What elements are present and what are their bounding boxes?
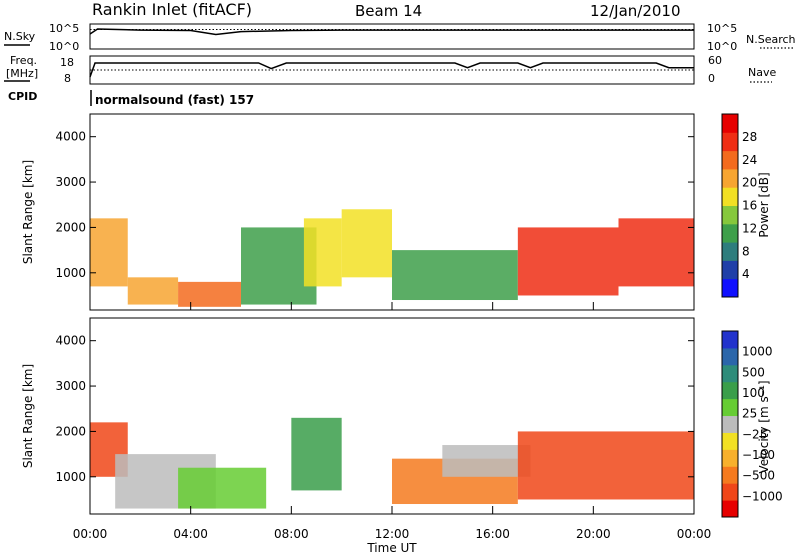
velocity-cbar-tick-5: −100 xyxy=(742,448,775,462)
power-region-8 xyxy=(618,218,694,287)
velocity-cbar-swatch-8 xyxy=(722,364,738,383)
power-colorbar: 4 8 12 16 20 24 28 xyxy=(721,113,757,298)
power-region-4 xyxy=(303,218,342,287)
xtick-label-2: 08:00 xyxy=(274,527,309,541)
nave-tick-low: 0 xyxy=(708,72,715,85)
cpid-label: CPID xyxy=(8,90,37,103)
power-cbar-tick-6: 28 xyxy=(742,130,757,144)
nave-tick-high: 60 xyxy=(708,54,722,67)
power-cbar-tick-5: 24 xyxy=(742,153,757,167)
power-cbar-swatch-9 xyxy=(722,114,738,133)
freq-series-line xyxy=(89,62,694,78)
power-cbar-tick-1: 8 xyxy=(742,244,750,258)
power-cbar-swatch-6 xyxy=(722,168,738,188)
power-cbar-tick-2: 12 xyxy=(742,221,757,235)
velocity-ytick-label-1: 2000 xyxy=(55,424,86,438)
power-region-2 xyxy=(178,281,241,307)
velocity-cbar-swatch-2 xyxy=(722,466,738,484)
velocity-region-2 xyxy=(178,467,267,509)
velocity-panel: 1000 2000 3000 4000 Slant Range [km] xyxy=(21,317,695,515)
power-cbar-swatch-0 xyxy=(722,278,738,298)
xtick-label-5: 20:00 xyxy=(576,527,611,541)
velocity-cbar-swatch-0 xyxy=(722,500,738,518)
power-cbar-tick-3: 16 xyxy=(742,199,757,213)
velocity-cbar-swatch-3 xyxy=(722,449,738,467)
velocity-region-5 xyxy=(442,445,531,477)
velocity-cbar-swatch-10 xyxy=(722,331,738,349)
velocity-cbar-tick-4: −25 xyxy=(742,427,767,441)
power-cbar-swatch-8 xyxy=(722,132,738,152)
velocity-cbar-swatch-9 xyxy=(722,347,738,366)
power-region-1 xyxy=(127,277,179,305)
power-ytick-label-2: 3000 xyxy=(55,175,86,189)
velocity-y-axis-label: Slant Range [km] xyxy=(21,364,35,468)
velocity-cbar-tick-1: 500 xyxy=(742,365,765,379)
freq-tick-high: 18 xyxy=(60,56,74,69)
noise-tick-low-left: 10^0 xyxy=(49,40,79,53)
velocity-colorbar: 1000 500 100 25 −25 −100 −500 −1000 xyxy=(721,330,783,518)
velocity-cbar-swatch-6 xyxy=(722,398,738,417)
power-panel: 1000 2000 3000 4000 Slant Range [km] xyxy=(21,113,695,311)
velocity-cbar-frame xyxy=(721,330,739,518)
xtick-label-6: 00:00 xyxy=(677,527,712,541)
power-cbar-swatch-1 xyxy=(722,260,738,280)
velocity-region-3 xyxy=(291,417,342,491)
power-region-7 xyxy=(517,227,619,296)
freq-panel: Freq. [MHz] 18 8 60 0 Nave xyxy=(4,54,776,85)
cpid-panel: CPID normalsound (fast) 157 xyxy=(8,90,254,107)
velocity-cbar-swatch-1 xyxy=(722,483,738,501)
velocity-colorbar-label: Velocity [m s⁻¹] xyxy=(757,380,771,473)
velocity-ytick-label-2: 3000 xyxy=(55,379,86,393)
velocity-ytick-label-0: 1000 xyxy=(55,470,86,484)
noise-tick-high-left: 10^5 xyxy=(49,22,79,35)
power-colorbar-label: Power [dB] xyxy=(757,172,771,237)
xtick-label-1: 04:00 xyxy=(173,527,208,541)
power-cbar-swatch-7 xyxy=(722,150,738,170)
beam-title: Beam 14 xyxy=(355,2,422,20)
power-ytick-label-1: 2000 xyxy=(55,220,86,234)
radar-title: Rankin Inlet (fitACF) xyxy=(92,0,252,19)
power-y-axis-label: Slant Range [km] xyxy=(21,160,35,264)
velocity-region-6 xyxy=(517,431,694,500)
xtick-label-3: 12:00 xyxy=(375,527,410,541)
velocity-cbar-swatch-5 xyxy=(722,415,738,433)
xtick-label-0: 00:00 xyxy=(73,527,108,541)
velocity-cbar-swatch-4 xyxy=(722,432,738,450)
velocity-cbar-swatch-7 xyxy=(722,381,738,400)
power-cbar-frame xyxy=(721,113,739,298)
power-ytick-label-0: 1000 xyxy=(55,266,86,280)
velocity-ytick-label-3: 4000 xyxy=(55,334,86,348)
freq-tick-low: 8 xyxy=(64,72,71,85)
power-ytick-label-3: 4000 xyxy=(55,130,86,144)
velocity-cbar-tick-6: −500 xyxy=(742,469,775,483)
noise-panel: N.Sky 10^5 10^0 10^5 10^0 N.Search xyxy=(4,22,796,53)
power-region-6 xyxy=(392,250,518,301)
date-title: 12/Jan/2010 xyxy=(590,2,681,20)
power-region-0 xyxy=(90,218,128,287)
power-cbar-swatch-4 xyxy=(722,205,738,225)
freq-label: Freq. xyxy=(10,54,37,67)
power-cbar-tick-4: 20 xyxy=(742,176,757,190)
velocity-cbar-tick-3: 25 xyxy=(742,407,757,421)
xtick-label-4: 16:00 xyxy=(475,527,510,541)
power-cbar-swatch-2 xyxy=(722,242,738,261)
noise-tick-low-right: 10^0 xyxy=(707,40,737,53)
nsearch-label: N.Search xyxy=(746,33,796,46)
x-axis-label: Time UT xyxy=(366,541,417,554)
nave-label: Nave xyxy=(748,66,776,79)
power-cbar-swatch-5 xyxy=(722,187,738,206)
nsky-label: N.Sky xyxy=(4,30,36,43)
velocity-cbar-tick-2: 100 xyxy=(742,386,765,400)
nsky-series-line xyxy=(89,28,694,36)
noise-tick-high-right: 10^5 xyxy=(707,22,737,35)
velocity-cbar-tick-7: −1000 xyxy=(742,489,783,503)
power-cbar-tick-0: 4 xyxy=(742,267,750,281)
cpid-text: normalsound (fast) 157 xyxy=(95,93,254,107)
power-region-5 xyxy=(341,209,392,278)
velocity-cbar-tick-0: 1000 xyxy=(742,345,773,359)
freq-unit-label: [MHz] xyxy=(6,67,38,80)
power-cbar-swatch-3 xyxy=(722,223,738,243)
